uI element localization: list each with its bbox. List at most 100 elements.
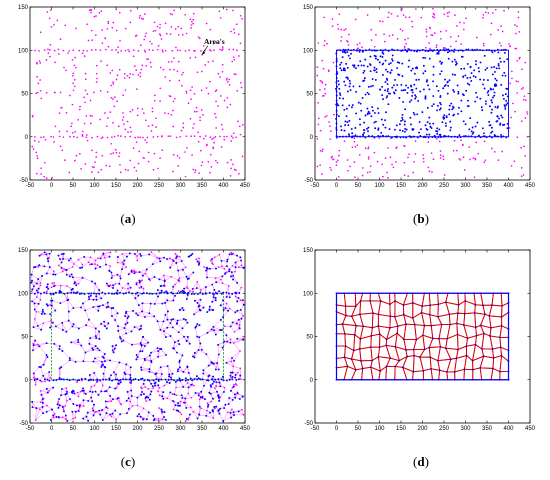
data-point	[81, 266, 84, 269]
data-point	[319, 164, 321, 167]
data-point	[232, 274, 235, 277]
data-point	[179, 400, 182, 403]
mesh-edge	[99, 350, 105, 355]
mesh-edge	[177, 318, 184, 321]
data-point	[216, 362, 219, 365]
data-point	[413, 72, 416, 75]
data-point	[148, 354, 151, 357]
data-point	[138, 328, 141, 331]
data-point	[119, 277, 122, 280]
y-tick-label: -50	[19, 178, 28, 184]
data-point	[58, 135, 61, 138]
data-point	[137, 73, 140, 76]
mesh-edge	[186, 272, 194, 277]
data-point	[89, 263, 91, 266]
data-point	[373, 112, 376, 114]
mesh-edge	[49, 320, 52, 328]
data-point	[319, 79, 322, 82]
data-point	[328, 121, 330, 123]
data-point	[82, 360, 85, 363]
data-point	[163, 274, 165, 277]
data-point	[78, 406, 81, 409]
mesh-edge	[151, 356, 159, 361]
data-point	[186, 335, 189, 338]
data-point	[474, 49, 476, 51]
data-point	[135, 281, 138, 284]
data-point	[344, 48, 347, 51]
x-tick-label: 350	[482, 183, 493, 189]
mesh-edge	[152, 261, 161, 265]
data-point	[221, 46, 224, 48]
data-point	[215, 127, 217, 129]
data-point	[74, 131, 76, 133]
data-point	[503, 51, 506, 54]
data-point	[324, 116, 326, 118]
data-point	[146, 136, 149, 139]
data-point	[479, 78, 482, 81]
data-point	[156, 135, 159, 138]
data-point	[148, 398, 151, 401]
data-point	[191, 154, 193, 156]
data-point	[337, 115, 340, 118]
data-point	[225, 78, 228, 81]
data-point	[40, 393, 43, 396]
data-point	[36, 157, 39, 160]
mesh-edge	[95, 323, 102, 329]
data-point	[91, 39, 93, 41]
data-point	[368, 112, 371, 115]
data-point	[215, 405, 218, 408]
data-point	[84, 78, 87, 81]
data-point	[126, 255, 128, 258]
data-point	[58, 345, 61, 347]
mesh-edge	[179, 355, 183, 361]
data-point	[153, 99, 156, 102]
mesh-edge	[94, 372, 98, 380]
data-point	[125, 266, 127, 269]
data-point	[163, 384, 166, 387]
data-point	[404, 38, 406, 41]
data-point	[109, 374, 112, 377]
mesh-edge	[49, 266, 54, 272]
data-point	[118, 282, 121, 285]
data-point	[469, 117, 472, 120]
data-point	[169, 335, 172, 337]
plot-frame	[29, 6, 246, 181]
data-point	[489, 105, 491, 108]
data-point	[59, 302, 62, 305]
data-point	[157, 380, 160, 382]
data-point	[169, 391, 172, 394]
data-point	[429, 125, 432, 128]
data-point	[335, 135, 338, 138]
data-point	[59, 145, 62, 148]
data-point	[391, 34, 394, 36]
data-point	[522, 174, 525, 176]
data-point	[194, 49, 197, 52]
data-point	[135, 312, 138, 315]
mesh-edge	[118, 327, 125, 332]
data-point	[91, 391, 94, 394]
data-point	[369, 165, 372, 167]
mesh-edge	[159, 275, 164, 280]
data-point	[393, 49, 395, 52]
data-point	[134, 271, 137, 273]
data-point	[163, 280, 166, 283]
data-point	[340, 125, 342, 128]
mesh-edge	[72, 326, 79, 329]
panel-b: -50 0 50 100 150 200 250 300 350 400 450 -50 0 50 100 1…	[293, 5, 543, 189]
data-point	[38, 50, 40, 52]
mesh-edge	[67, 418, 74, 422]
data-point	[186, 366, 189, 369]
data-point	[200, 348, 203, 351]
data-point	[61, 329, 64, 331]
data-point	[227, 285, 230, 287]
data-point	[182, 122, 185, 125]
data-point	[101, 42, 104, 44]
data-point	[141, 310, 144, 313]
mesh-edge	[233, 350, 241, 361]
data-point	[110, 271, 113, 274]
data-point	[111, 345, 114, 348]
data-point	[130, 394, 133, 397]
data-point	[37, 82, 40, 85]
mesh-edge	[35, 379, 38, 385]
data-point	[99, 413, 102, 416]
